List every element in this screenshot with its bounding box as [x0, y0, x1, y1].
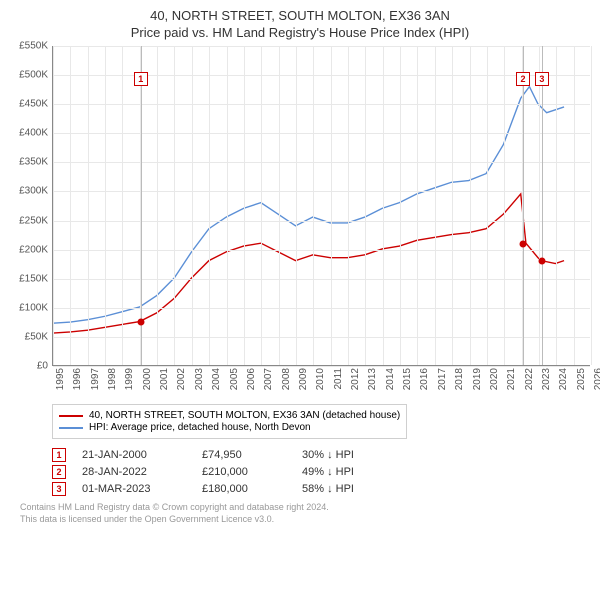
x-tick-label: 1995 — [55, 368, 66, 390]
y-tick-label: £400K — [19, 128, 48, 139]
y-tick-label: £200K — [19, 244, 48, 255]
sales-row-date: 28-JAN-2022 — [82, 466, 202, 478]
chart-title-desc: Price paid vs. HM Land Registry's House … — [10, 25, 590, 40]
y-tick-label: £550K — [19, 41, 48, 52]
sales-row-delta: 58% ↓ HPI — [302, 483, 354, 495]
sales-row-num: 3 — [52, 482, 66, 496]
chart-lines — [53, 46, 590, 365]
x-tick-label: 2008 — [281, 368, 292, 390]
x-tick-label: 2005 — [229, 368, 240, 390]
sales-row: 1 21-JAN-2000£74,95030% ↓ HPI — [52, 448, 590, 462]
y-tick-label: £250K — [19, 215, 48, 226]
x-axis: 1995 1996 1997 1998 1999 2000 2001 2002 2003 2004… — [52, 366, 590, 396]
x-tick-label: 1997 — [90, 368, 101, 390]
footer-attribution: Contains HM Land Registry data © Crown c… — [20, 502, 590, 525]
footer-line2: This data is licensed under the Open Gov… — [20, 514, 590, 526]
y-tick-label: £50K — [25, 331, 48, 342]
legend-label: HPI: Average price, detached house, Nort… — [89, 422, 311, 433]
y-tick-label: £150K — [19, 273, 48, 284]
chart-container: 40, NORTH STREET, SOUTH MOLTON, EX36 3AN… — [0, 0, 600, 531]
sale-dot-1 — [137, 319, 144, 326]
y-tick-label: £450K — [19, 99, 48, 110]
x-tick-label: 2012 — [350, 368, 361, 390]
sale-marker-1: 1 — [134, 72, 148, 86]
x-tick-label: 2026 — [593, 368, 600, 390]
plot-wrap: £0 £50K £100K £150K £200K £250K £300K £350K £400… — [10, 46, 590, 396]
x-tick-label: 2014 — [385, 368, 396, 390]
sales-row: 2 28-JAN-2022£210,00049% ↓ HPI — [52, 465, 590, 479]
sales-row-price: £180,000 — [202, 483, 302, 495]
x-tick-label: 2017 — [437, 368, 448, 390]
x-tick-label: 2015 — [402, 368, 413, 390]
x-tick-label: 2018 — [454, 368, 465, 390]
sales-row: 3 01-MAR-2023£180,00058% ↓ HPI — [52, 482, 590, 496]
x-tick-label: 2003 — [194, 368, 205, 390]
y-tick-label: £350K — [19, 157, 48, 168]
y-axis: £0£50K£100K£150K£200K£250K£300K£350K£400… — [10, 46, 52, 366]
x-tick-label: 2022 — [524, 368, 535, 390]
x-tick-label: 2016 — [419, 368, 430, 390]
x-tick-label: 2020 — [489, 368, 500, 390]
footer-line1: Contains HM Land Registry data © Crown c… — [20, 502, 590, 514]
x-tick-label: 2021 — [506, 368, 517, 390]
x-tick-label: 2007 — [263, 368, 274, 390]
sales-row-num: 2 — [52, 465, 66, 479]
sale-marker-3: 3 — [535, 72, 549, 86]
x-tick-label: 1996 — [72, 368, 83, 390]
x-tick-label: 2023 — [541, 368, 552, 390]
x-tick-label: 1999 — [124, 368, 135, 390]
sales-row-price: £210,000 — [202, 466, 302, 478]
y-tick-label: £300K — [19, 186, 48, 197]
legend: 40, NORTH STREET, SOUTH MOLTON, EX36 3AN… — [52, 404, 407, 439]
legend-swatch — [59, 427, 83, 429]
x-tick-label: 2004 — [211, 368, 222, 390]
y-tick-label: £0 — [37, 361, 48, 372]
legend-label: 40, NORTH STREET, SOUTH MOLTON, EX36 3AN… — [89, 410, 400, 421]
chart-title-address: 40, NORTH STREET, SOUTH MOLTON, EX36 3AN — [10, 8, 590, 23]
sales-row-date: 21-JAN-2000 — [82, 449, 202, 461]
sale-marker-2: 2 — [516, 72, 530, 86]
sales-table: 1 21-JAN-2000£74,95030% ↓ HPI 2 28-JAN-2022… — [52, 448, 590, 496]
sale-dot-2 — [519, 240, 526, 247]
y-tick-label: £500K — [19, 70, 48, 81]
legend-item: 40, NORTH STREET, SOUTH MOLTON, EX36 3AN… — [59, 410, 400, 421]
x-tick-label: 2019 — [472, 368, 483, 390]
x-tick-label: 2006 — [246, 368, 257, 390]
sales-row-num: 1 — [52, 448, 66, 462]
sales-row-price: £74,950 — [202, 449, 302, 461]
x-tick-label: 1998 — [107, 368, 118, 390]
x-tick-label: 2025 — [576, 368, 587, 390]
x-tick-label: 2002 — [176, 368, 187, 390]
x-tick-label: 2013 — [367, 368, 378, 390]
sales-row-delta: 49% ↓ HPI — [302, 466, 354, 478]
sale-dot-3 — [538, 258, 545, 265]
x-tick-label: 2000 — [142, 368, 153, 390]
y-tick-label: £100K — [19, 302, 48, 313]
x-tick-label: 2011 — [333, 368, 344, 390]
x-tick-label: 2010 — [315, 368, 326, 390]
sales-row-delta: 30% ↓ HPI — [302, 449, 354, 461]
plot-area: 1 23 — [52, 46, 590, 366]
legend-item: HPI: Average price, detached house, Nort… — [59, 422, 400, 433]
sales-row-date: 01-MAR-2023 — [82, 483, 202, 495]
legend-swatch — [59, 415, 83, 417]
x-tick-label: 2024 — [558, 368, 569, 390]
x-tick-label: 2009 — [298, 368, 309, 390]
x-tick-label: 2001 — [159, 368, 170, 390]
